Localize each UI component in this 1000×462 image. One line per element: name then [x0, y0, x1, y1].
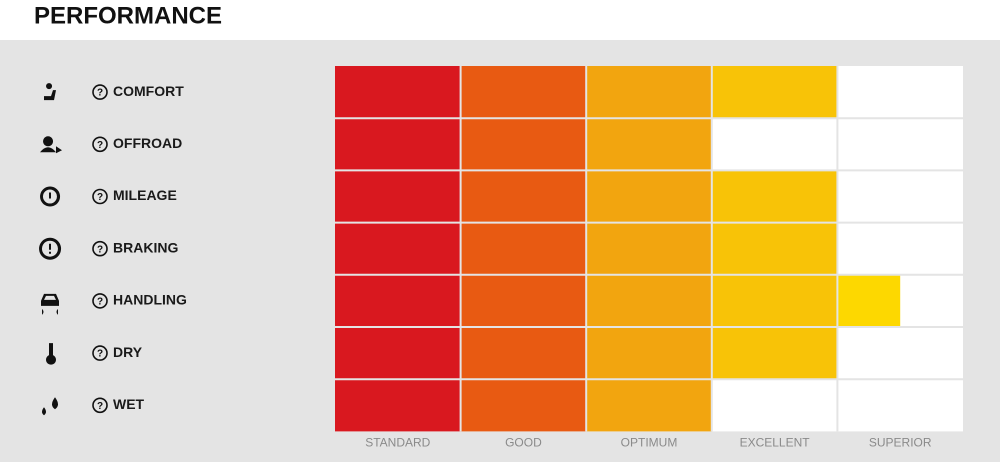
row-icon	[40, 186, 61, 207]
bar	[335, 118, 712, 171]
help-icon	[92, 397, 108, 414]
row-icon	[41, 293, 59, 315]
help-icon	[92, 345, 108, 361]
help-mark: ?	[97, 140, 103, 151]
help-icon	[92, 293, 108, 309]
x-tick-label: EXCELLENT	[740, 436, 811, 450]
x-tick-label: GOOD	[505, 436, 542, 450]
help-mark: ?	[97, 192, 103, 203]
help-icon	[92, 240, 108, 257]
help-mark: ?	[97, 88, 103, 99]
row-label: DRY	[113, 344, 143, 360]
help-mark: ?	[97, 401, 103, 412]
row-label: OFFROAD	[113, 135, 182, 151]
row-icon	[42, 397, 58, 416]
help-mark: ?	[97, 244, 103, 255]
row-label: BRAKING	[113, 239, 178, 255]
row-label: COMFORT	[113, 83, 184, 99]
bar	[335, 379, 712, 432]
row-icon	[44, 83, 56, 101]
help-icon	[92, 84, 108, 100]
row-label: MILEAGE	[113, 187, 177, 203]
row-label: WET	[113, 396, 145, 412]
x-tick-label: SUPERIOR	[869, 436, 932, 450]
row-label: HANDLING	[113, 292, 187, 308]
x-tick-label: STANDARD	[365, 436, 430, 450]
help-icon	[92, 136, 108, 153]
chart-title: PERFORMANCE	[34, 2, 222, 29]
help-mark: ?	[97, 297, 103, 308]
row-icon	[40, 343, 56, 365]
help-mark: ?	[97, 349, 103, 360]
bar	[335, 274, 901, 327]
help-icon	[92, 188, 108, 205]
row-icon	[39, 237, 62, 260]
x-tick-label: OPTIMUM	[621, 436, 678, 450]
row-icon	[40, 136, 62, 154]
